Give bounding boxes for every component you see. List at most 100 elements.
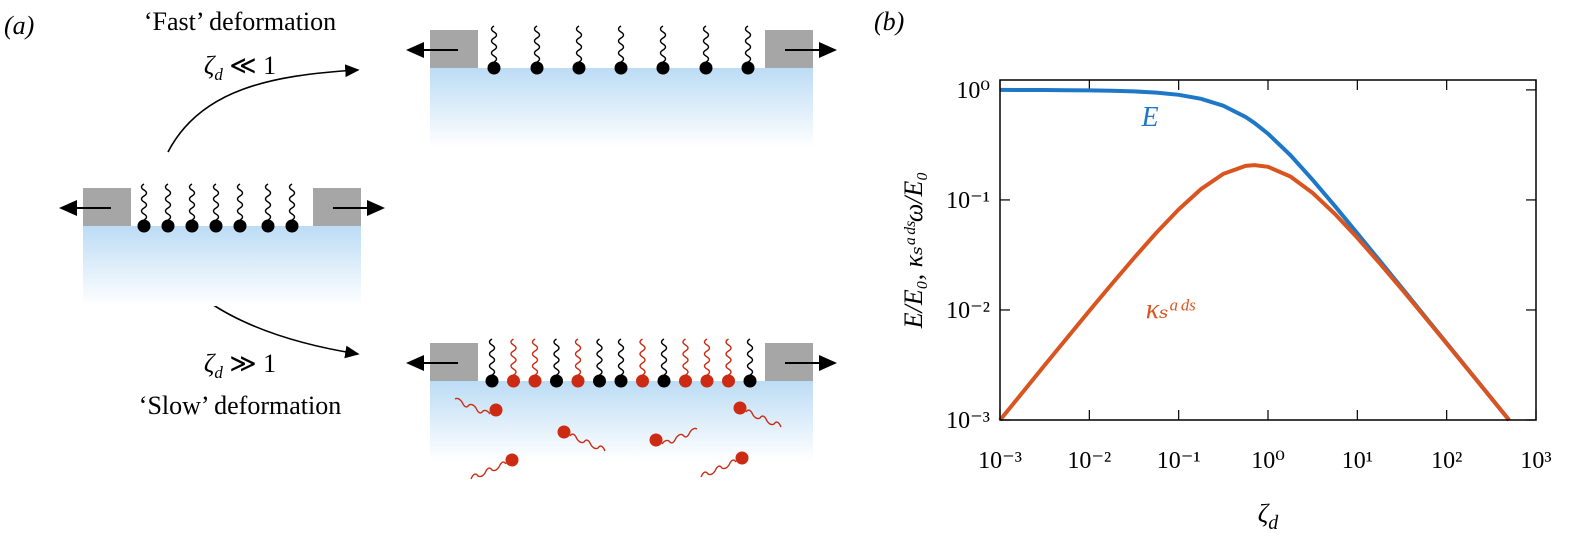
head: [593, 374, 606, 388]
panel-label: (a): [4, 11, 34, 40]
tail: [703, 338, 711, 376]
x-tick-label: 10⁰: [1251, 448, 1285, 474]
x-tick-label: 10⁻²: [1067, 448, 1111, 474]
head: [550, 374, 563, 388]
tail: [140, 183, 148, 221]
relation: ≪ 1: [223, 51, 276, 80]
tail: [553, 338, 560, 376]
tail: [702, 25, 710, 63]
liquid: [430, 381, 813, 461]
head: [487, 61, 501, 75]
subscript: d: [1268, 512, 1279, 533]
symbol: ζ: [204, 349, 216, 378]
subscript: d: [214, 363, 223, 382]
relation: ≫ 1: [223, 349, 276, 378]
tail: [746, 338, 754, 376]
tail: [725, 338, 732, 376]
head: [657, 374, 671, 388]
series-label: κₛᵃᵈˢ: [1146, 294, 1196, 325]
y-axis-label: E/E₀, κₛᵃᵈˢω/E₀: [899, 172, 928, 330]
head: [741, 61, 755, 75]
tail: [574, 338, 582, 376]
tail: [510, 338, 517, 376]
head: [679, 374, 692, 388]
head: [614, 374, 628, 388]
y-tick-label: 10⁻²: [946, 298, 990, 324]
plot-frame: [999, 79, 1537, 421]
tail: [490, 25, 498, 63]
free-tail: [454, 397, 491, 415]
liquid: [83, 226, 361, 306]
subscript: d: [214, 65, 223, 84]
x-tick-label: 10¹: [1342, 448, 1373, 474]
tail: [617, 338, 625, 376]
symbol: ζ: [204, 51, 216, 80]
head: [699, 61, 713, 75]
tail: [236, 183, 244, 221]
head: [530, 61, 544, 75]
head: [614, 61, 628, 75]
tail: [288, 183, 296, 221]
schematic: (a) ‘Fast’ deformation ζd ≪ 1 ζd ≫ 1 ‘Sl…: [4, 7, 837, 480]
tail: [659, 25, 667, 63]
tail: [596, 338, 603, 376]
tail: [744, 25, 752, 63]
series-line: [999, 87, 1511, 422]
free-surfactant: [557, 425, 571, 439]
y-tick-label: 10⁰: [956, 78, 990, 104]
fast-condition: ζd ≪ 1: [204, 51, 276, 84]
tail: [531, 338, 539, 376]
head: [137, 219, 151, 233]
tail: [264, 183, 272, 221]
x-tick-label: 10⁻¹: [1157, 448, 1201, 474]
head: [233, 219, 247, 233]
head: [571, 374, 585, 388]
head: [528, 374, 542, 388]
tail: [212, 183, 220, 221]
tail: [617, 25, 625, 63]
free-tail: [569, 433, 606, 452]
tail: [164, 183, 172, 221]
head: [507, 374, 520, 388]
free-surfactant: [649, 433, 663, 447]
tail: [533, 25, 541, 63]
free-tail: [661, 427, 698, 445]
tail: [682, 338, 689, 376]
head: [572, 61, 586, 75]
symbol: ζ: [1258, 499, 1270, 528]
tail: [488, 338, 496, 376]
head: [261, 219, 275, 233]
x-tick-label: 10³: [1520, 448, 1551, 474]
head: [700, 374, 714, 388]
head: [656, 61, 670, 75]
head: [209, 219, 223, 233]
panel-label: (b): [874, 7, 904, 36]
head: [485, 374, 499, 388]
y-tick-label: 10⁻³: [946, 408, 990, 434]
head: [722, 374, 735, 388]
series-line: [998, 163, 1511, 422]
free-surfactant: [505, 453, 519, 467]
free-tail: [470, 461, 507, 480]
head: [285, 219, 299, 233]
chart: (b) E/E₀, κₛᵃᵈˢω/E₀ ζd 10⁻³ 10⁻² 10⁻¹ 10⁰ 10…: [874, 7, 1552, 534]
free-surfactant: [489, 403, 503, 417]
slow-condition: ζd ≫ 1: [204, 349, 276, 382]
head: [185, 219, 199, 233]
free-surfactant: [733, 401, 747, 415]
tail: [660, 338, 668, 376]
free-surfactant: [735, 451, 749, 465]
head: [161, 219, 175, 233]
tail: [639, 338, 646, 376]
tail: [575, 25, 583, 63]
free-tail: [700, 459, 737, 478]
x-tick-label: 10²: [1431, 448, 1462, 474]
slow-title: ‘Slow’ deformation: [139, 391, 341, 420]
series-label: E: [1140, 102, 1158, 133]
arrow: [167, 64, 360, 153]
x-tick-label: 10⁻³: [978, 448, 1022, 474]
fast-title: ‘Fast’ deformation: [144, 7, 336, 36]
liquid: [430, 68, 813, 148]
free-tail: [745, 409, 782, 428]
